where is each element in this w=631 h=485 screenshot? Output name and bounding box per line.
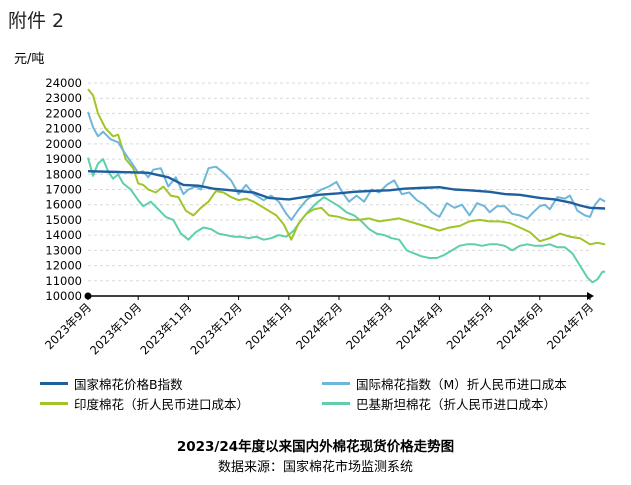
x-axis: 2023年9月2023年10月2023年11月2023年12月2024年1月20… bbox=[42, 292, 596, 357]
y-tick-label: 18000 bbox=[45, 167, 82, 181]
legend-item-pakistan: 巴基斯坦棉花（折人民币进口成本） bbox=[322, 394, 556, 413]
legend-label: 国家棉花价格B指数 bbox=[74, 377, 183, 392]
x-tick-label: 2024年5月 bbox=[444, 300, 496, 352]
y-tick-label: 14000 bbox=[45, 228, 82, 242]
y-tick-label: 20000 bbox=[45, 137, 82, 151]
x-tick-label: 2024年7月 bbox=[544, 300, 596, 352]
x-tick-label: 2023年11月 bbox=[137, 300, 194, 357]
legend-item-b-index: 国家棉花价格B指数 bbox=[40, 374, 183, 393]
legend-item-india: 印度棉花（折人民币进口成本） bbox=[40, 394, 249, 413]
legend-label: 印度棉花（折人民币进口成本） bbox=[74, 397, 250, 412]
y-tick-label: 15000 bbox=[45, 213, 82, 227]
legend-swatch bbox=[322, 382, 350, 385]
y-tick-label: 17000 bbox=[45, 183, 82, 197]
y-tick-label: 16000 bbox=[45, 198, 82, 212]
x-tick-label: 2023年10月 bbox=[87, 300, 144, 357]
y-tick-label: 22000 bbox=[45, 106, 82, 120]
y-tick-label: 12000 bbox=[45, 259, 82, 273]
legend: 国家棉花价格B指数 国际棉花指数（M）折人民币进口成本 印度棉花（折人民币进口成… bbox=[40, 374, 600, 413]
series-line-1 bbox=[87, 111, 606, 221]
series-line-0 bbox=[87, 170, 606, 210]
x-tick-label: 2024年2月 bbox=[293, 300, 345, 352]
x-tick-label: 2024年1月 bbox=[243, 300, 295, 352]
y-tick-label: 24000 bbox=[45, 76, 82, 90]
legend-swatch bbox=[322, 402, 350, 405]
legend-label: 巴基斯坦棉花（折人民币进口成本） bbox=[356, 397, 557, 412]
legend-label: 国际棉花指数（M）折人民币进口成本 bbox=[356, 377, 567, 392]
x-tick-label: 2024年4月 bbox=[393, 300, 445, 352]
attachment-label: 附件 2 bbox=[8, 10, 65, 32]
y-axis-unit-label: 元/吨 bbox=[14, 52, 45, 67]
y-tick-label: 21000 bbox=[45, 122, 82, 136]
series-line-2 bbox=[87, 88, 606, 246]
x-tick-label: 2024年3月 bbox=[343, 300, 395, 352]
chart-title: 2023/24年度以来国内外棉花现货价格走势图 bbox=[176, 439, 455, 455]
legend-item-intl-m-index: 国际棉花指数（M）折人民币进口成本 bbox=[322, 374, 567, 393]
legend-swatch bbox=[40, 402, 68, 405]
legend-swatch bbox=[40, 382, 68, 385]
y-tick-label: 23000 bbox=[45, 91, 82, 105]
gridlines bbox=[88, 82, 590, 282]
y-tick-label: 11000 bbox=[45, 274, 82, 288]
x-tick-label: 2023年9月 bbox=[42, 300, 94, 352]
y-tick-label: 13000 bbox=[45, 243, 82, 257]
x-tick-label: 2024年6月 bbox=[494, 300, 546, 352]
data-source: 数据来源：国家棉花市场监测系统 bbox=[217, 460, 413, 475]
y-tick-label: 10000 bbox=[45, 289, 82, 303]
x-tick-label: 2023年12月 bbox=[188, 300, 245, 357]
y-tick-label: 19000 bbox=[45, 152, 82, 166]
series-lines bbox=[87, 88, 606, 284]
series-line-3 bbox=[87, 157, 606, 284]
